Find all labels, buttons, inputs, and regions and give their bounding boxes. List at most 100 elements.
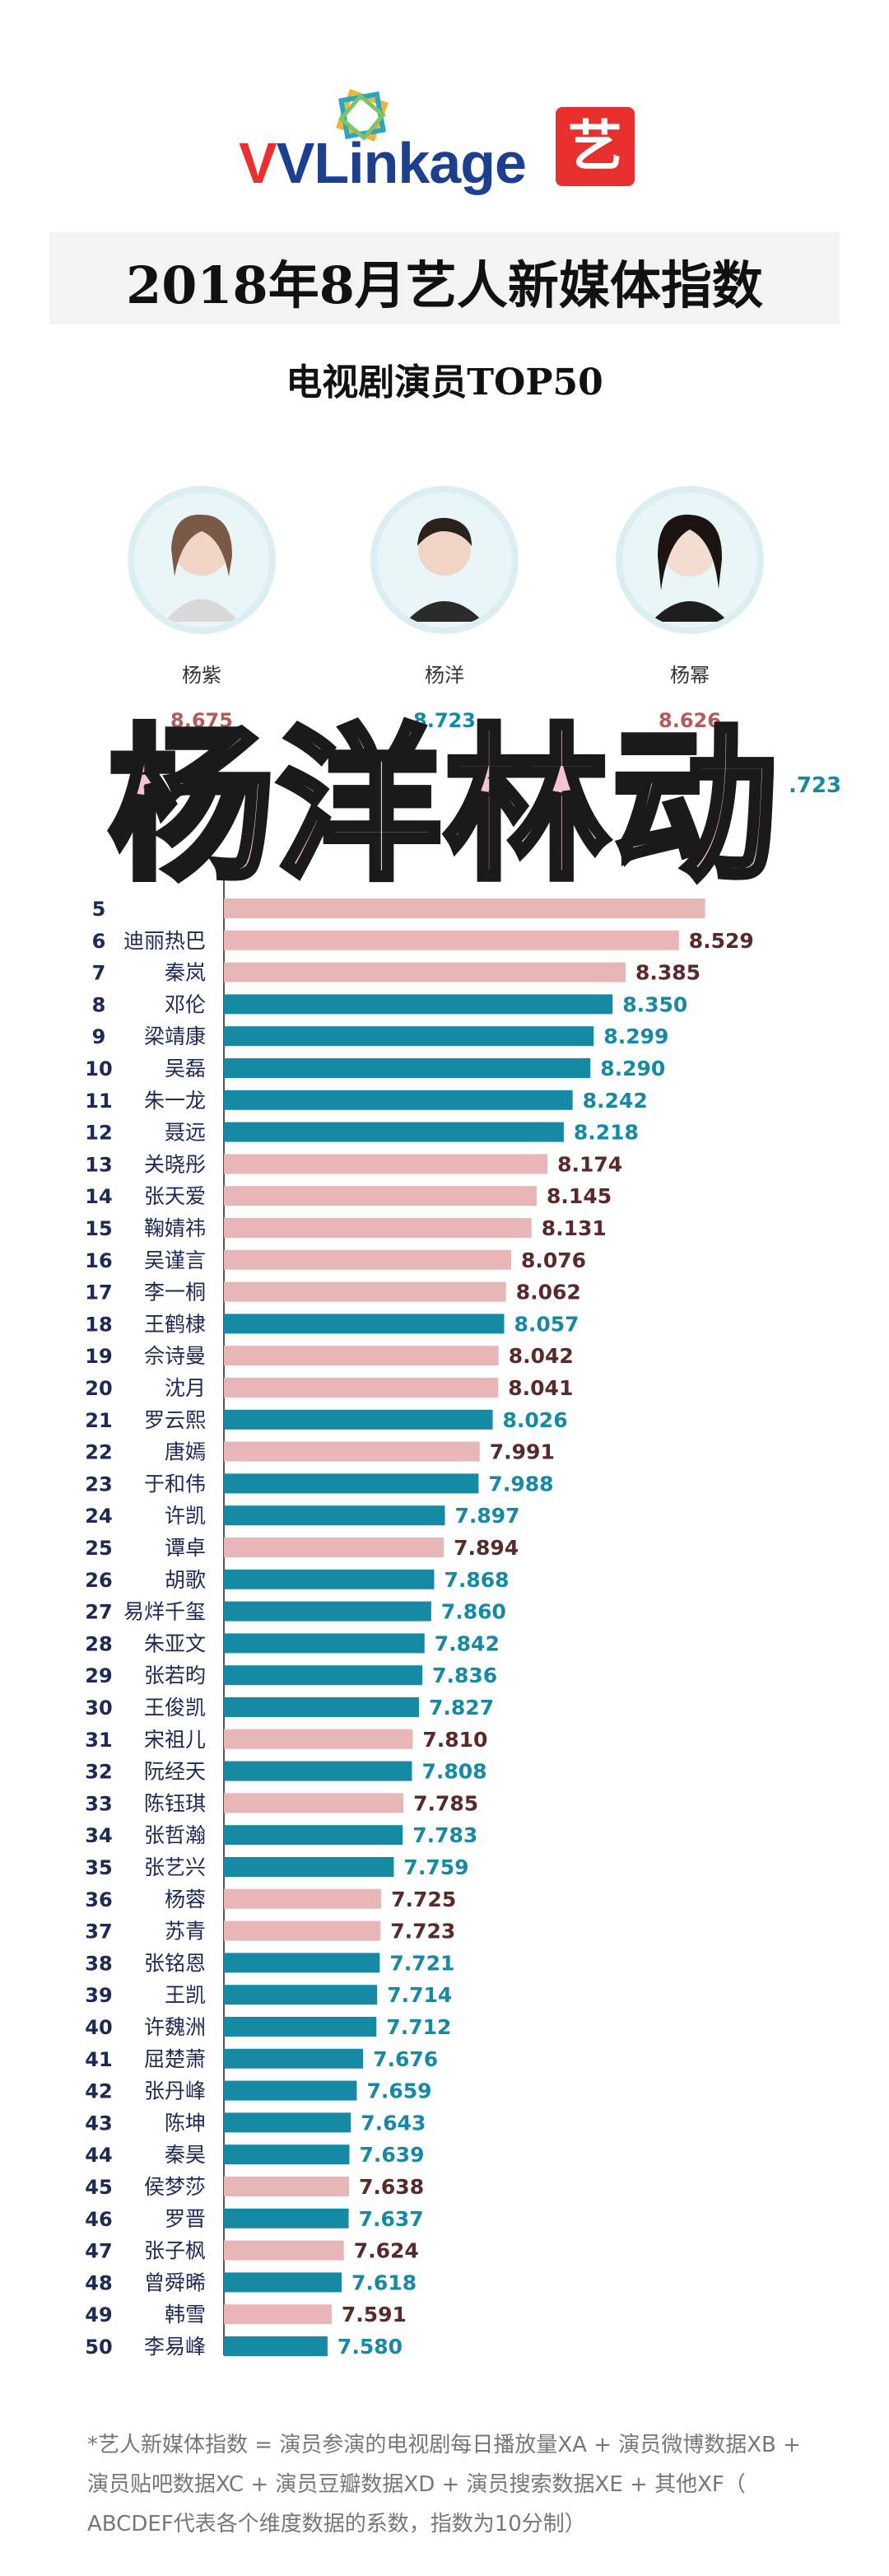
data-label: 7.659	[366, 2079, 431, 2103]
data-label: 7.639	[359, 2143, 424, 2167]
data-label: 7.836	[432, 1664, 497, 1687]
rank-label: 30	[85, 1696, 112, 1720]
name-label: 陈钰琪	[144, 1791, 206, 1815]
bar	[224, 1569, 435, 1589]
rank-label: 16	[85, 1249, 112, 1272]
bar	[224, 2048, 364, 2069]
name-label: 张丹峰	[144, 2079, 206, 2103]
bar	[224, 1793, 404, 1813]
bar	[224, 1601, 431, 1622]
data-label: 8.218	[574, 1121, 639, 1145]
page-subtitle: 电视剧演员TOP50	[286, 362, 603, 404]
data-label: 7.712	[386, 2015, 451, 2039]
data-label: 8.145	[547, 1184, 612, 1208]
data-label: 7.591	[342, 2303, 407, 2326]
rank-label: 39	[85, 1984, 112, 2007]
name-label: 秦岚	[165, 961, 206, 985]
data-label: 8.062	[516, 1281, 581, 1304]
name-label: 沈月	[165, 1376, 206, 1400]
data-label: 7.676	[373, 2047, 438, 2071]
name-label: 吴磊	[165, 1057, 206, 1080]
bar	[224, 2144, 350, 2165]
portrait-male-icon	[406, 517, 483, 622]
rank-label: 25	[85, 1537, 112, 1560]
top3-name: 杨紫	[182, 664, 221, 687]
bar	[224, 2112, 351, 2133]
bar	[224, 1825, 403, 1846]
name-label: 谭卓	[165, 1536, 206, 1560]
name-label: 鞠婧祎	[144, 1216, 206, 1240]
bar	[224, 898, 705, 918]
top3-value: 8.626	[659, 709, 721, 732]
rank-label: 14	[85, 1185, 112, 1208]
bar	[224, 1378, 499, 1398]
name-label: 张子枫	[144, 2239, 206, 2263]
data-label: 7.580	[337, 2335, 403, 2359]
data-label: 7.624	[354, 2239, 419, 2263]
bar	[224, 1888, 382, 1909]
name-label: 王俊凯	[144, 1696, 206, 1720]
rank-label: 40	[85, 2016, 112, 2039]
bar	[224, 2304, 332, 2325]
name-label: 关晓彤	[144, 1152, 206, 1176]
rank-label: 38	[85, 1952, 112, 1975]
rank-label: 36	[85, 1888, 112, 1911]
rank-label: 48	[85, 2271, 112, 2294]
data-label: 8.174	[557, 1152, 622, 1176]
name-label: 朱亚文	[144, 1631, 206, 1655]
rank-label: 9	[92, 1025, 106, 1048]
top3-name: 杨洋	[425, 664, 464, 687]
bar	[224, 1538, 444, 1557]
rank-label: 42	[85, 2080, 112, 2103]
rank-label: 8	[92, 993, 106, 1016]
bar	[224, 1441, 480, 1462]
name-label: 王凯	[165, 1983, 206, 2007]
bar	[224, 1409, 493, 1430]
data-label: 8.299	[603, 1024, 668, 1048]
name-label: 曾舜晞	[144, 2270, 206, 2294]
rank-label: 21	[85, 1409, 112, 1432]
data-label: 7.842	[435, 1631, 500, 1655]
data-label: 7.637	[359, 2207, 424, 2231]
rank-label: 15	[85, 1217, 112, 1240]
data-label: 7.894	[454, 1536, 519, 1560]
data-label: 7.714	[387, 1983, 452, 2007]
rank-label: 37	[85, 1920, 112, 1944]
logo-mark-icon	[335, 89, 389, 142]
data-label: 8.350	[622, 992, 687, 1016]
bar	[224, 1122, 564, 1142]
data-label: 8.290	[600, 1057, 665, 1080]
yi-badge: 艺	[556, 107, 635, 186]
bar	[224, 1665, 423, 1686]
rank-label: 31	[85, 1729, 112, 1752]
rank-label: 32	[85, 1761, 112, 1784]
data-label: 7.638	[359, 2175, 424, 2199]
vlinkage-logo: VVLinkage 艺	[239, 89, 650, 212]
data-label: 7.860	[441, 1600, 506, 1624]
name-label: 于和伟	[144, 1472, 206, 1496]
name-label: 李易峰	[144, 2335, 206, 2359]
name-label: 佘诗曼	[144, 1344, 206, 1368]
footnote: *艺人新媒体指数 = 演员参演的电视剧每日播放量XA + 演员微博数据XB + …	[87, 2425, 828, 2544]
name-label: 张哲瀚	[144, 1823, 206, 1847]
bar	[224, 994, 613, 1015]
rank-label: 18	[85, 1313, 112, 1336]
bar	[224, 1729, 413, 1749]
data-label: 8.242	[583, 1089, 648, 1113]
rank-label: 45	[85, 2176, 112, 2199]
bar	[224, 2272, 342, 2293]
portrait-female-icon	[651, 514, 728, 622]
bar	[224, 1633, 425, 1654]
bar	[224, 1505, 445, 1526]
footnote-line: 演员贴吧数据XC + 演员豆瓣数据XD + 演员搜索数据XE + 其他XF（	[87, 2472, 746, 2497]
name-label: 许凯	[165, 1504, 206, 1528]
name-label: 阮经天	[144, 1760, 206, 1784]
name-label: 王鹤棣	[144, 1312, 206, 1336]
name-label: 吴谨言	[144, 1248, 206, 1272]
name-label: 秦昊	[165, 2143, 206, 2167]
data-label: 8.041	[508, 1376, 573, 1400]
bar	[224, 1026, 594, 1047]
name-label: 朱一龙	[144, 1089, 206, 1113]
rank-label: 12	[85, 1122, 112, 1145]
